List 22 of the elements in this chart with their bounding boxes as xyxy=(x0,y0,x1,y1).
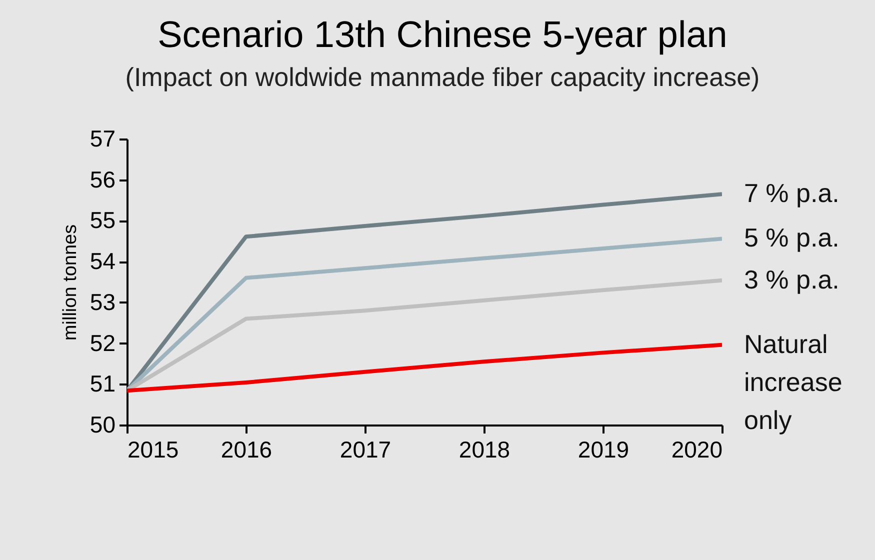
x-tick-label: 2015 xyxy=(128,436,179,462)
y-axis-title: million tonnes xyxy=(60,224,81,341)
y-tick-label: 55 xyxy=(90,207,116,234)
chart-title: Scenario 13th Chinese 5-year plan xyxy=(158,14,728,55)
y-tick-label: 52 xyxy=(90,330,116,356)
series-label: 3 % p.a. xyxy=(744,264,840,294)
series-label: 7 % p.a. xyxy=(744,178,840,208)
x-tick-label: 2017 xyxy=(340,436,392,462)
y-tick-label: 53 xyxy=(90,288,116,315)
series-label: 5 % p.a. xyxy=(744,222,840,253)
x-tick-label: 2020 xyxy=(671,436,722,462)
y-tick-label: 51 xyxy=(90,370,116,397)
x-tick-label: 2019 xyxy=(578,436,630,462)
y-tick-label: 50 xyxy=(90,412,116,438)
y-tick-label: 56 xyxy=(90,166,116,192)
series-label: Natural increase only xyxy=(744,328,842,435)
line-series xyxy=(127,342,722,393)
x-tick-label: 2016 xyxy=(220,436,272,462)
y-tick-label: 57 xyxy=(90,126,116,152)
x-tick-label: 2018 xyxy=(458,436,510,462)
chart-subtitle: (Impact on woldwide manmade fiber capacity increase) xyxy=(125,62,760,92)
y-tick-label: 54 xyxy=(90,248,116,274)
